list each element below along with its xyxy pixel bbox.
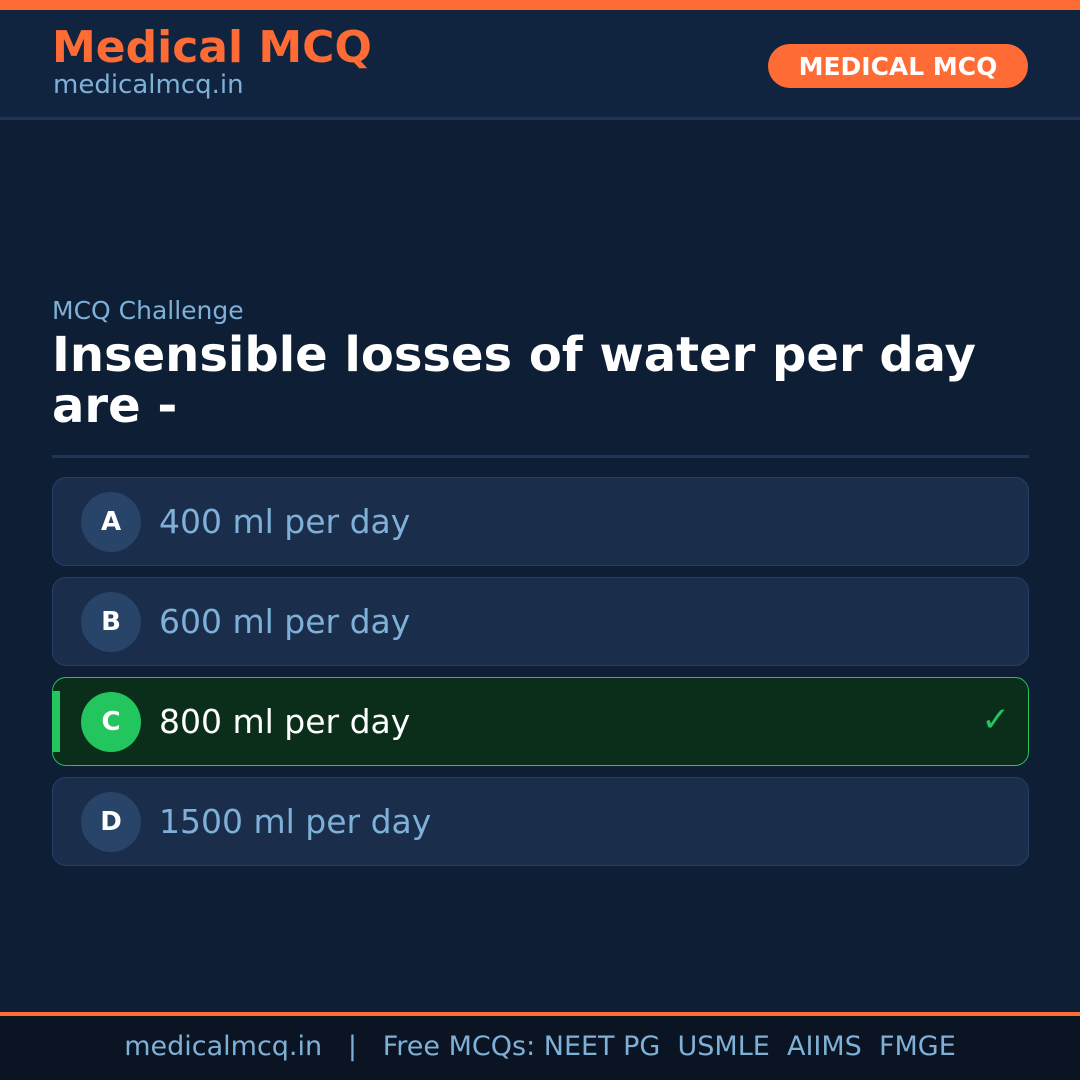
header: Medical MCQ medicalmcq.in MEDICAL MCQ	[0, 10, 1080, 120]
category-badge: MEDICAL MCQ	[768, 44, 1028, 88]
brand-title: Medical MCQ	[52, 22, 372, 73]
accent-bar	[0, 0, 1080, 10]
option-text: 600 ml per day	[159, 602, 411, 641]
correct-indicator-bar	[52, 691, 60, 752]
option-text: 1500 ml per day	[159, 802, 432, 841]
kicker-label: MCQ Challenge	[52, 296, 244, 325]
option-letter: D	[81, 792, 141, 852]
check-icon: ✓	[981, 700, 1011, 740]
site-url[interactable]: medicalmcq.in	[53, 70, 244, 100]
option-text: 800 ml per day	[159, 702, 411, 741]
option-text: 400 ml per day	[159, 502, 411, 541]
option-letter: C	[81, 692, 141, 752]
option-d[interactable]: D 1500 ml per day	[52, 777, 1029, 866]
option-a[interactable]: A 400 ml per day	[52, 477, 1029, 566]
divider	[52, 455, 1029, 458]
option-b[interactable]: B 600 ml per day	[52, 577, 1029, 666]
option-letter: A	[81, 492, 141, 552]
option-c-correct[interactable]: C 800 ml per day ✓	[52, 677, 1029, 766]
option-letter: B	[81, 592, 141, 652]
footer: medicalmcq.in | Free MCQs: NEET PG USMLE…	[0, 1012, 1080, 1080]
question-text: Insensible losses of water per day are -	[52, 327, 976, 434]
